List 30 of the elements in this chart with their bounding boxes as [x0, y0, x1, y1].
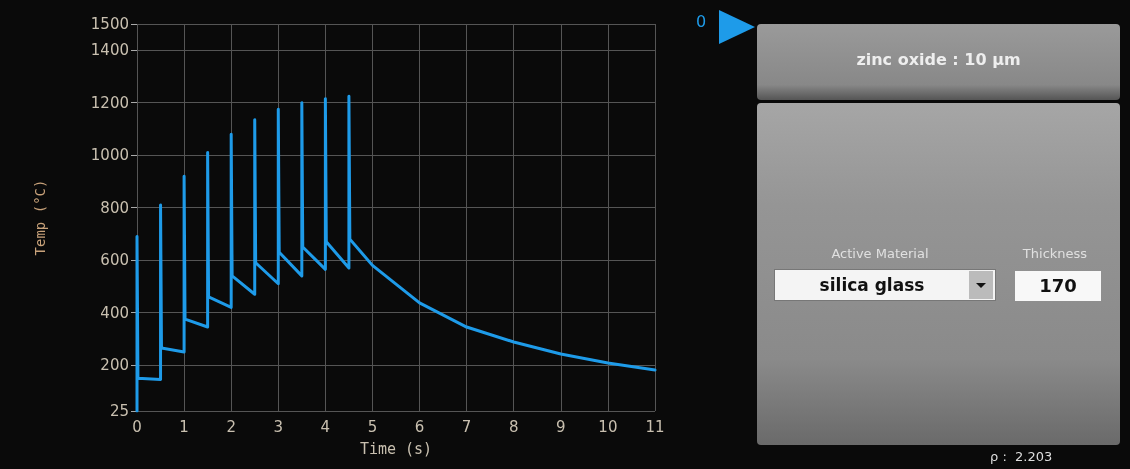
- x-tick-label: 3: [273, 417, 284, 436]
- y-tick-label: 200: [100, 356, 129, 375]
- text: 0: [696, 12, 707, 31]
- x-tick-label: 8: [508, 417, 519, 436]
- x-tick-label: 7: [461, 417, 472, 436]
- y-tick-label: 1200: [90, 93, 129, 112]
- text: Thickness: [1021, 246, 1089, 261]
- y-tick-label: 1400: [90, 41, 129, 60]
- y-tick-label: 1000: [90, 146, 129, 165]
- y-tick-label: 800: [100, 198, 129, 217]
- x-tick-label: 0: [132, 417, 142, 436]
- x-tick-label: 10: [598, 417, 618, 436]
- text: silica glass: [818, 275, 926, 295]
- x-tick-label: 6: [414, 417, 425, 436]
- y-tick-label: 1500: [90, 15, 129, 33]
- x-axis-title: Time (s): [359, 439, 433, 458]
- y-tick-label: 600: [100, 251, 129, 270]
- x-tick-label: 4: [320, 417, 331, 436]
- text: 170: [1038, 275, 1078, 296]
- x-tick-label: 11: [645, 417, 665, 436]
- x-tick-label: 2: [226, 417, 236, 436]
- y-tick-label: 400: [100, 303, 129, 322]
- x-tick-label: 1: [179, 417, 189, 436]
- y-axis-title: Temp (°C): [32, 179, 48, 256]
- y-tick-label: 25: [109, 402, 129, 420]
- text: ρ : 2.203: [990, 449, 1053, 465]
- x-tick-label: 5: [367, 417, 378, 436]
- text: zinc oxide : 10 μm: [855, 50, 1022, 69]
- x-tick-label: 9: [556, 417, 566, 436]
- text: Active Material: [830, 246, 930, 261]
